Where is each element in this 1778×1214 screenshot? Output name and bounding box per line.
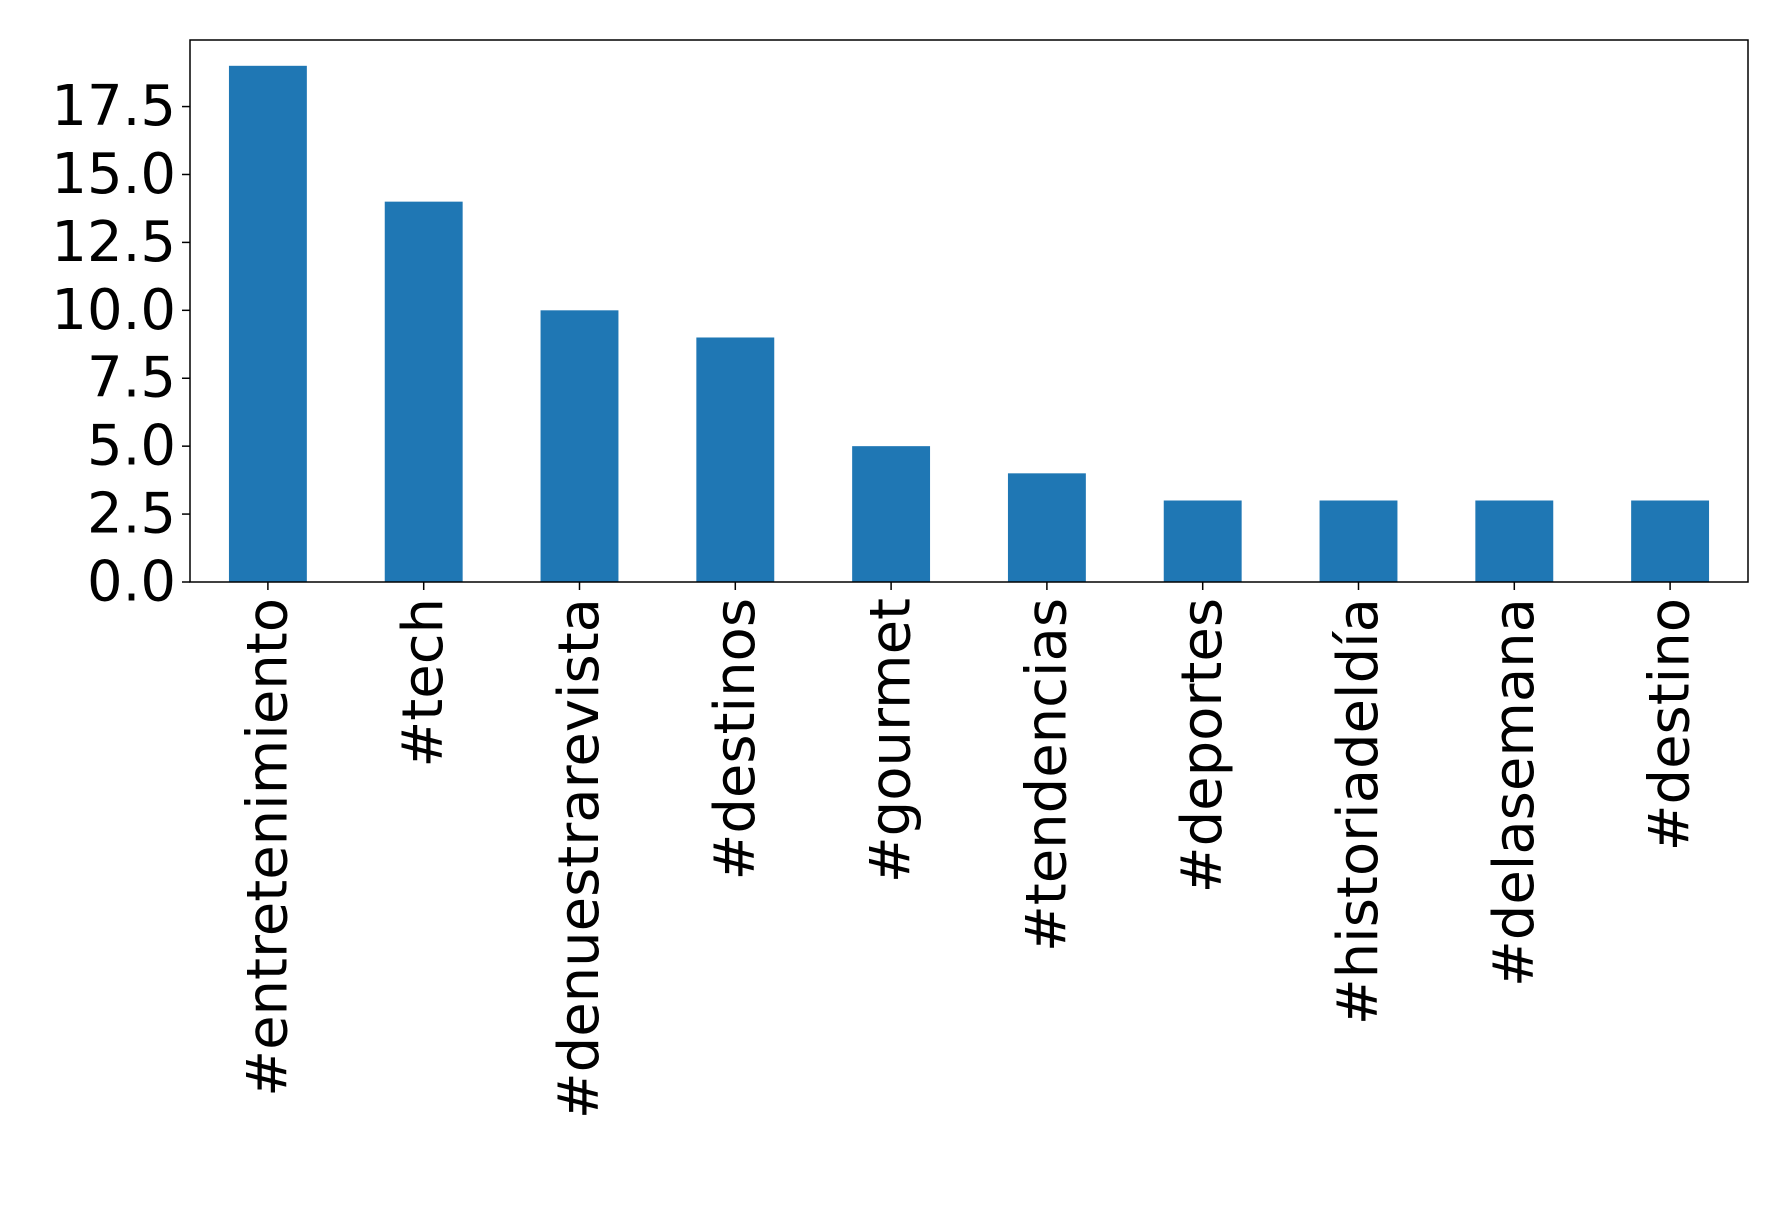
- y-tick-label: 17.5: [51, 74, 176, 139]
- bar: [540, 310, 619, 582]
- y-axis: 0.02.55.07.510.012.515.017.5: [51, 74, 190, 615]
- x-tick-label: #tech: [391, 598, 456, 768]
- y-tick-label: 0.0: [87, 550, 176, 615]
- x-tick-label: #gourmet: [859, 598, 924, 883]
- y-tick-label: 2.5: [87, 482, 176, 547]
- bar: [228, 65, 307, 583]
- y-tick-label: 12.5: [51, 210, 176, 275]
- x-tick-label: #destinos: [703, 598, 768, 881]
- y-tick-label: 10.0: [51, 278, 176, 343]
- y-tick-label: 7.5: [87, 346, 176, 411]
- bar: [384, 201, 463, 583]
- plot-area-frame: [189, 39, 1749, 583]
- bar: [696, 337, 775, 582]
- x-tick-label: #destino: [1638, 598, 1703, 851]
- y-tick-label: 15.0: [51, 142, 176, 207]
- bar: [1631, 500, 1710, 582]
- x-tick-label: #historiadeldía: [1326, 598, 1391, 1025]
- x-tick-label: #denuestrarevista: [547, 598, 612, 1119]
- y-tick-label: 5.0: [87, 414, 176, 479]
- bar: [852, 446, 931, 582]
- bar: [1163, 500, 1242, 582]
- x-tick-label: #delasemana: [1482, 598, 1547, 987]
- bars-layer: [228, 65, 1710, 583]
- x-axis: #entretenimiento #tech #denuestrarevista #d…: [235, 582, 1703, 1119]
- bar: [1475, 500, 1554, 582]
- bar: [1007, 473, 1086, 582]
- x-tick-label: #tendencias: [1014, 598, 1079, 952]
- x-tick-label: #entretenimiento: [235, 598, 300, 1097]
- bar: [1319, 500, 1398, 582]
- x-tick-label: #deportes: [1170, 598, 1235, 893]
